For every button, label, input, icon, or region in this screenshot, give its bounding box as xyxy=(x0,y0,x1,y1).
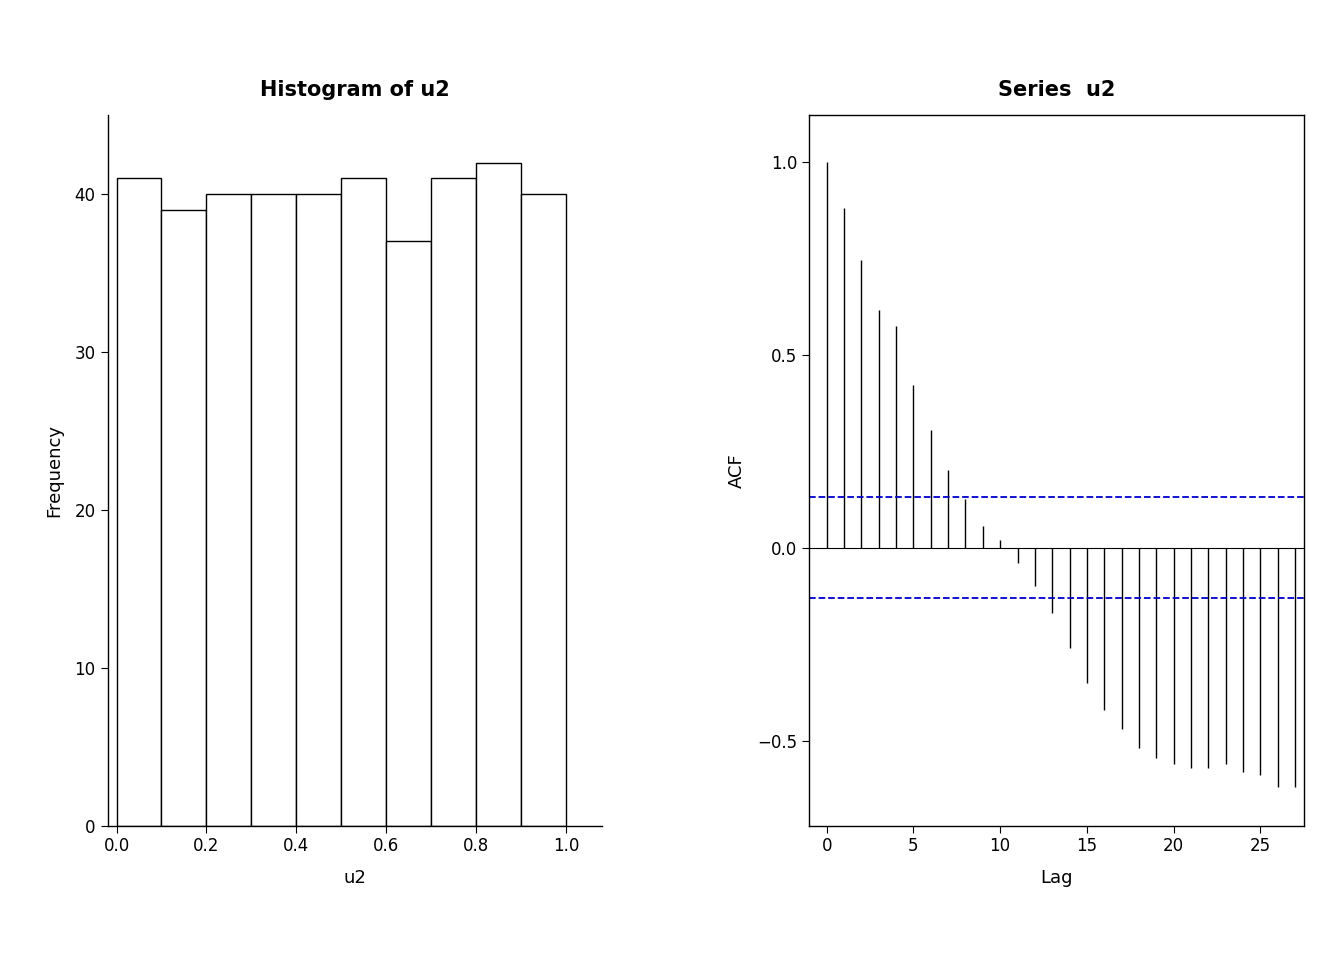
Bar xyxy=(296,194,341,826)
Bar xyxy=(521,194,566,826)
X-axis label: u2: u2 xyxy=(343,870,366,887)
Bar xyxy=(117,179,161,826)
Bar xyxy=(251,194,296,826)
X-axis label: Lag: Lag xyxy=(1040,870,1073,887)
Bar xyxy=(431,179,476,826)
Bar xyxy=(161,210,207,826)
Bar xyxy=(207,194,251,826)
Bar xyxy=(341,179,386,826)
Y-axis label: Frequency: Frequency xyxy=(46,424,63,516)
Title: Histogram of u2: Histogram of u2 xyxy=(259,80,449,100)
Bar xyxy=(386,242,431,826)
Title: Series  u2: Series u2 xyxy=(997,80,1116,100)
Y-axis label: ACF: ACF xyxy=(728,453,746,488)
Bar xyxy=(476,162,521,826)
